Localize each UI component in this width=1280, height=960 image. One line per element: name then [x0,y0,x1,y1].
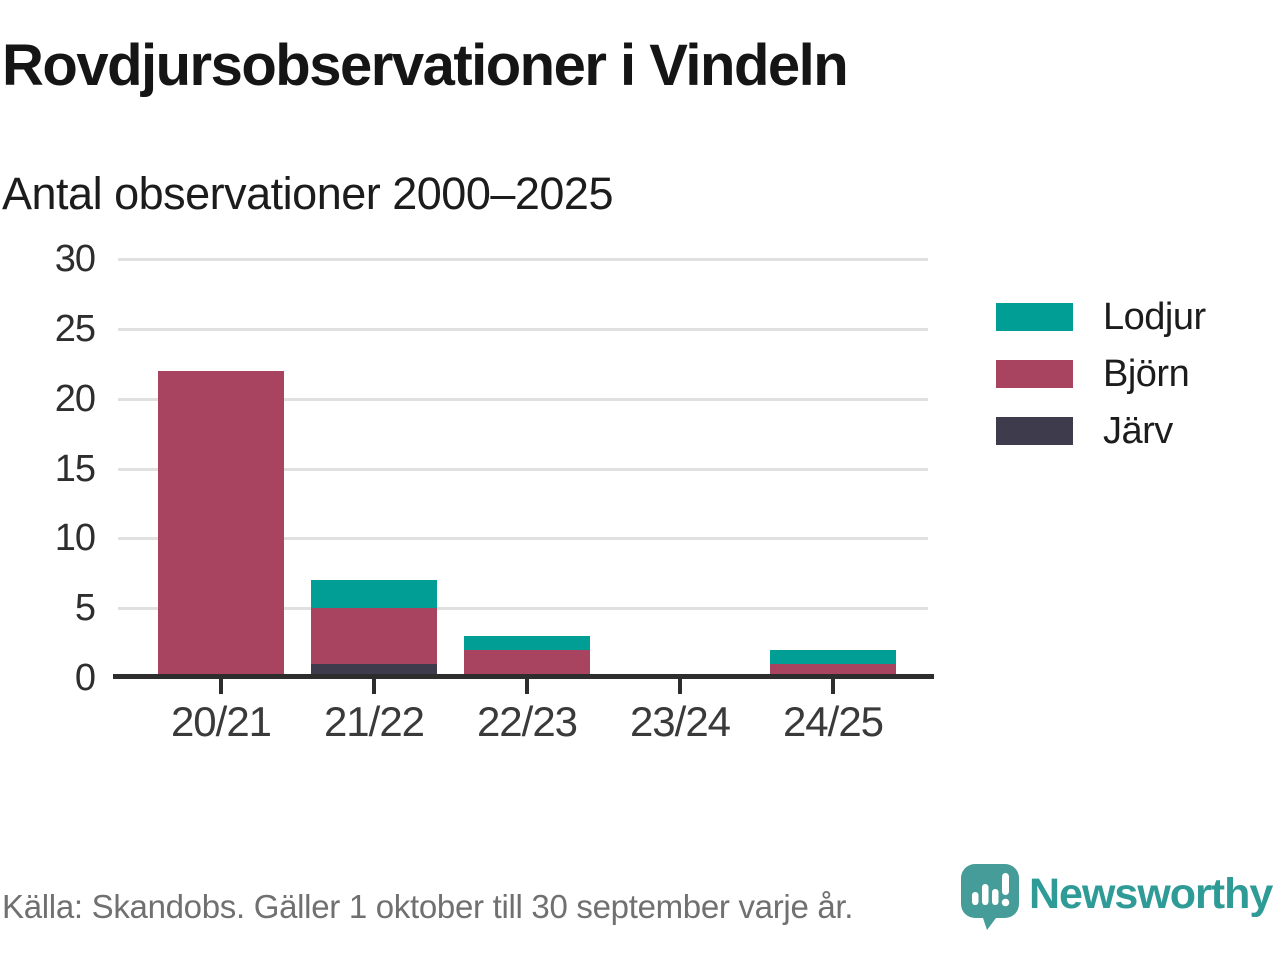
x-axis-tick [831,679,835,694]
x-axis-line [113,674,934,679]
y-axis-tick-label: 10 [54,517,96,560]
bar-segment-björn [311,608,437,665]
legend-item-lodjur: Lodjur [996,296,1206,338]
legend-item-järv: Järv [996,410,1206,452]
bar-chart-speech-bubble-icon [961,864,1019,935]
legend-item-björn: Björn [996,353,1206,395]
x-axis-tick-label: 24/25 [782,698,884,745]
y-axis-tick-label: 25 [54,307,96,350]
gridline [118,607,928,611]
x-axis-tick [525,679,529,694]
bar-segment-björn [158,370,284,678]
x-axis-tick [219,679,223,694]
legend-swatch [996,360,1073,388]
page-title: Rovdjursobservationer i Vindeln [2,33,849,98]
y-axis-tick-label: 15 [54,447,96,490]
gridline [118,258,928,261]
gridline [118,327,928,331]
x-axis-tick-label: 23/24 [629,698,731,745]
gridline [118,467,928,471]
x-axis-tick [372,679,376,694]
y-axis-tick-label: 20 [54,377,96,420]
x-axis-tick-label: 21/22 [323,698,425,745]
brand-wordmark: Newsworthy [1029,870,1273,918]
newsworthy-logo: Newsworthy [961,862,1280,932]
legend-swatch [996,417,1073,445]
gridline [118,397,928,401]
y-axis-tick-label: 5 [74,587,96,630]
legend-label: Järv [1103,409,1173,452]
legend-label: Lodjur [1103,295,1206,338]
bar-segment-lodjur [464,636,590,651]
gridline [118,537,928,541]
x-axis-tick-label: 20/21 [170,698,272,745]
y-axis-tick-label: 30 [54,238,96,280]
chart-legend: Lodjur Björn Järv [996,296,1206,474]
x-axis-tick-label: 22/23 [476,698,578,745]
bar-segment-lodjur [311,580,437,609]
legend-swatch [996,303,1073,331]
source-note: Källa: Skandobs. Gäller 1 oktober till 3… [2,888,854,925]
x-axis-tick [678,679,682,694]
bar-segment-lodjur [770,650,896,665]
y-axis-tick-label: 0 [74,657,96,699]
bar-segment-björn [464,650,590,678]
chart-subtitle: Antal observationer 2000–2025 [2,168,613,219]
legend-label: Björn [1103,352,1190,395]
